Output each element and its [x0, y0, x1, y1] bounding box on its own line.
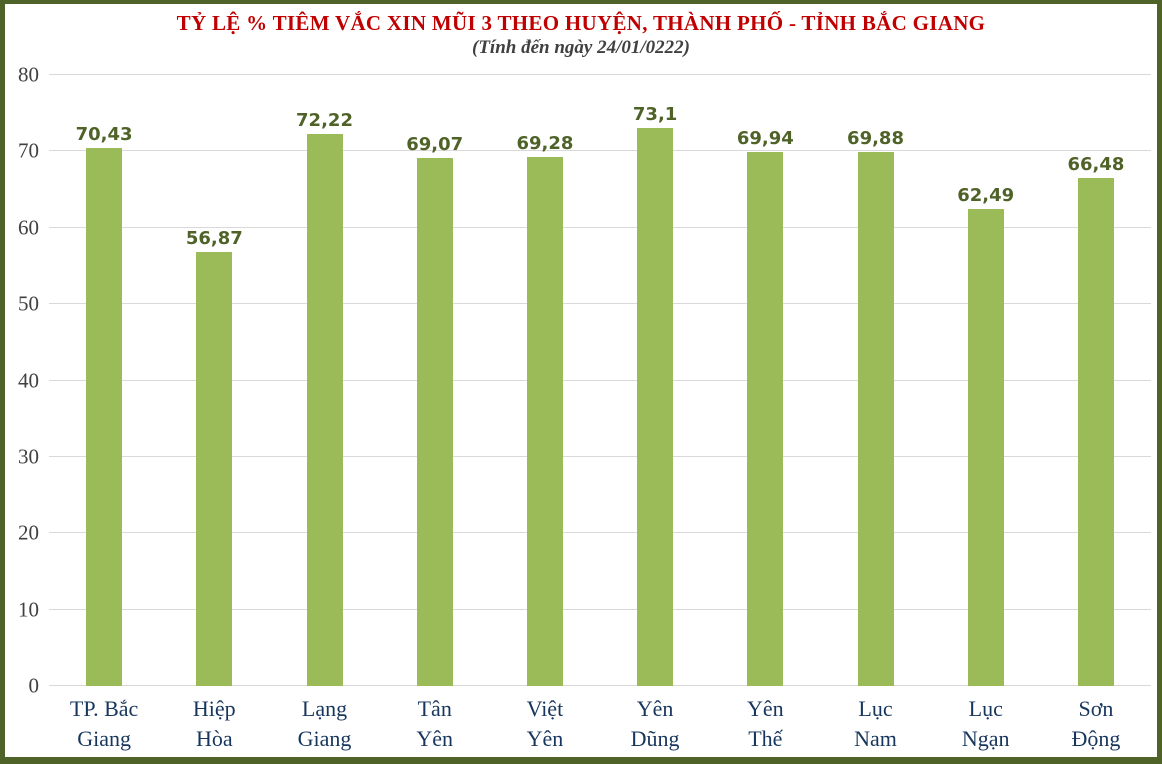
y-axis-tick-label: 50 [18, 291, 39, 316]
chart-header: TỶ LỆ % TIÊM VẮC XIN MŨI 3 THEO HUYỆN, T… [5, 10, 1157, 60]
bar-value-label: 69,88 [847, 128, 904, 150]
gridline [49, 685, 1151, 686]
x-axis-category-label: Việt Yên [526, 696, 564, 751]
x-axis-category-label: Lạng Giang [297, 696, 352, 751]
bar-slot: 73,1 [600, 75, 710, 686]
gridline [49, 150, 1151, 152]
y-axis-tick-label: 70 [18, 138, 39, 163]
bar-slot: 70,43 [49, 75, 159, 686]
x-axis-category-label: Hiệp Hòa [192, 696, 236, 751]
bar-value-label: 72,22 [296, 110, 353, 132]
gridline [49, 455, 1151, 457]
bar-slot: 72,22 [269, 75, 379, 686]
bar [306, 134, 343, 686]
bar-slot: 66,48 [1041, 75, 1151, 686]
bar-slot: 69,07 [380, 75, 490, 686]
bar-value-label: 73,1 [632, 103, 678, 125]
y-axis-tick-label: 10 [18, 597, 39, 622]
bar [967, 208, 1004, 686]
bar-value-label: 69,94 [736, 127, 794, 149]
bar-slot: 69,28 [490, 75, 600, 686]
bar [196, 251, 233, 686]
x-axis-category-label: TP. Bắc Giang [69, 696, 139, 751]
gridline [49, 532, 1151, 534]
y-axis-tick-label: 60 [18, 215, 39, 240]
y-axis-tick-label: 0 [28, 673, 40, 698]
gridline [49, 303, 1151, 305]
x-axis-category-label: Yên Dũng [630, 696, 680, 751]
bar-slot: 69,94 [710, 75, 820, 686]
y-axis-tick-label: 80 [18, 62, 39, 87]
plot-area: 70,43 56,87 72,22 69,07 69,28 73,1 69,94 69,88 6… [49, 74, 1151, 686]
bar-slot: 62,49 [931, 75, 1041, 686]
y-axis-tick-label: 30 [18, 444, 39, 469]
gridline [49, 608, 1151, 610]
bar-value-label: 69,28 [516, 132, 574, 154]
y-axis-tick-label: 20 [18, 520, 39, 545]
bar-series: 70,43 56,87 72,22 69,07 69,28 73,1 69,94 69,88 6… [49, 75, 1151, 686]
bar-value-label: 62,49 [957, 184, 1015, 206]
bar [526, 156, 563, 686]
x-axis-category-label: Lục Ngạn [961, 696, 1010, 751]
bar-slot: 69,88 [820, 75, 930, 686]
bar-slot: 56,87 [159, 75, 269, 686]
bar [86, 148, 123, 686]
bar-value-label: 66,48 [1067, 154, 1125, 176]
bar [637, 127, 674, 686]
bar [416, 158, 453, 686]
bar-value-label: 69,07 [406, 134, 464, 156]
gridline [49, 379, 1151, 381]
x-axis-category-labels: TP. Bắc Giang Hiệp Hòa Lạng Giang Tân Yên Việt Yê… [49, 694, 1151, 754]
bar [747, 151, 784, 686]
chart-subtitle: (Tính đến ngày 24/01/0222) [472, 37, 690, 58]
chart-title: TỶ LỆ % TIÊM VẮC XIN MŨI 3 THEO HUYỆN, T… [176, 11, 986, 35]
x-axis-category-label: Yên Thế [746, 696, 784, 751]
bar-value-label: 56,87 [185, 227, 243, 249]
bar [857, 152, 894, 686]
x-axis-category-label: Lục Nam [854, 696, 897, 751]
gridline [49, 226, 1151, 228]
x-axis-category-label: Sơn Động [1071, 696, 1121, 751]
bar [1077, 178, 1114, 686]
y-axis-tick-label: 40 [18, 368, 39, 392]
y-axis-tick-labels: 0 10 20 30 40 50 60 70 80 [11, 64, 39, 696]
bar-value-label: 70,43 [75, 124, 133, 146]
gridline [49, 74, 1151, 75]
x-axis-category-label: Tân Yên [416, 696, 454, 751]
